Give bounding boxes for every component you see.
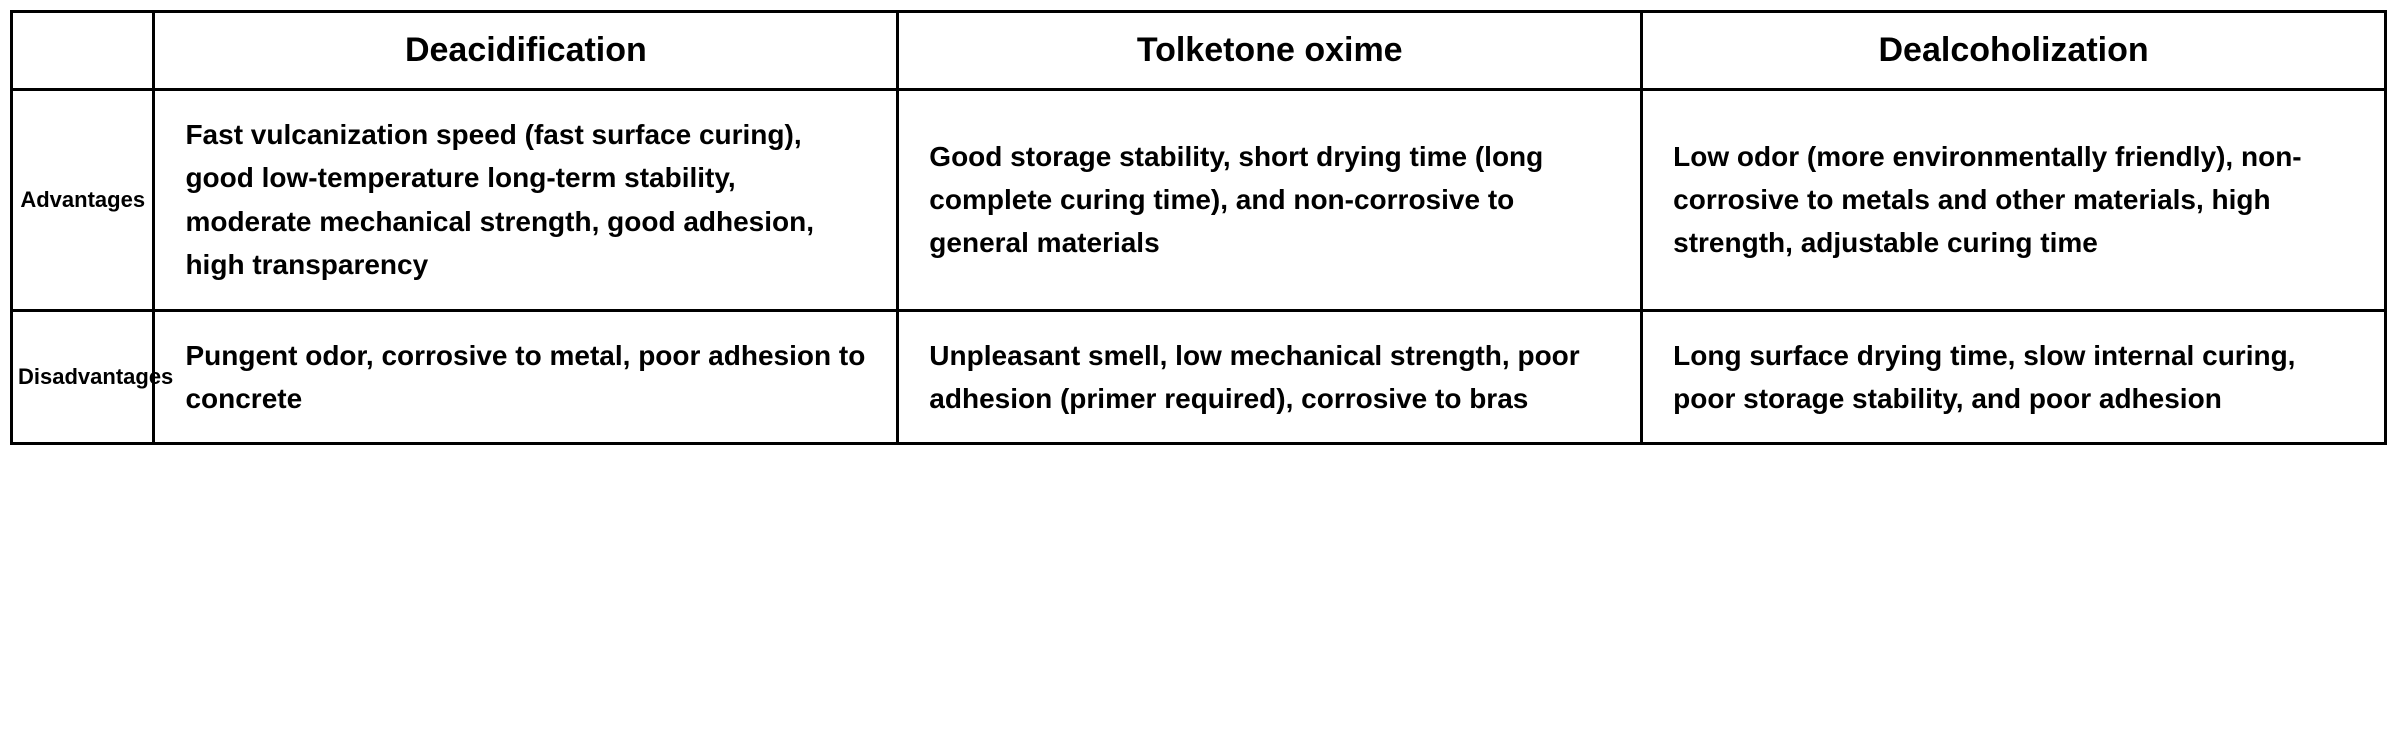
cell-disadvantages-tolketone-oxime: Unpleasant smell, low mechanical strengt… bbox=[898, 310, 1642, 444]
table-header-row: Deacidification Tolketone oxime Dealcoho… bbox=[12, 12, 2386, 90]
table-row-advantages: Advantages Fast vulcanization speed (fas… bbox=[12, 90, 2386, 311]
cell-disadvantages-deacidification: Pungent odor, corrosive to metal, poor a… bbox=[154, 310, 898, 444]
column-header-deacidification: Deacidification bbox=[154, 12, 898, 90]
corner-cell bbox=[12, 12, 154, 90]
row-label-advantages: Advantages bbox=[12, 90, 154, 311]
cell-advantages-tolketone-oxime: Good storage stability, short drying tim… bbox=[898, 90, 1642, 311]
cell-disadvantages-dealcoholization: Long surface drying time, slow internal … bbox=[1642, 310, 2386, 444]
cell-advantages-deacidification: Fast vulcanization speed (fast surface c… bbox=[154, 90, 898, 311]
cell-advantages-dealcoholization: Low odor (more environmentally friendly)… bbox=[1642, 90, 2386, 311]
row-label-disadvantages: Disadvantages bbox=[12, 310, 154, 444]
comparison-table: Deacidification Tolketone oxime Dealcoho… bbox=[10, 10, 2387, 445]
table-row-disadvantages: Disadvantages Pungent odor, corrosive to… bbox=[12, 310, 2386, 444]
column-header-tolketone-oxime: Tolketone oxime bbox=[898, 12, 1642, 90]
column-header-dealcoholization: Dealcoholization bbox=[1642, 12, 2386, 90]
